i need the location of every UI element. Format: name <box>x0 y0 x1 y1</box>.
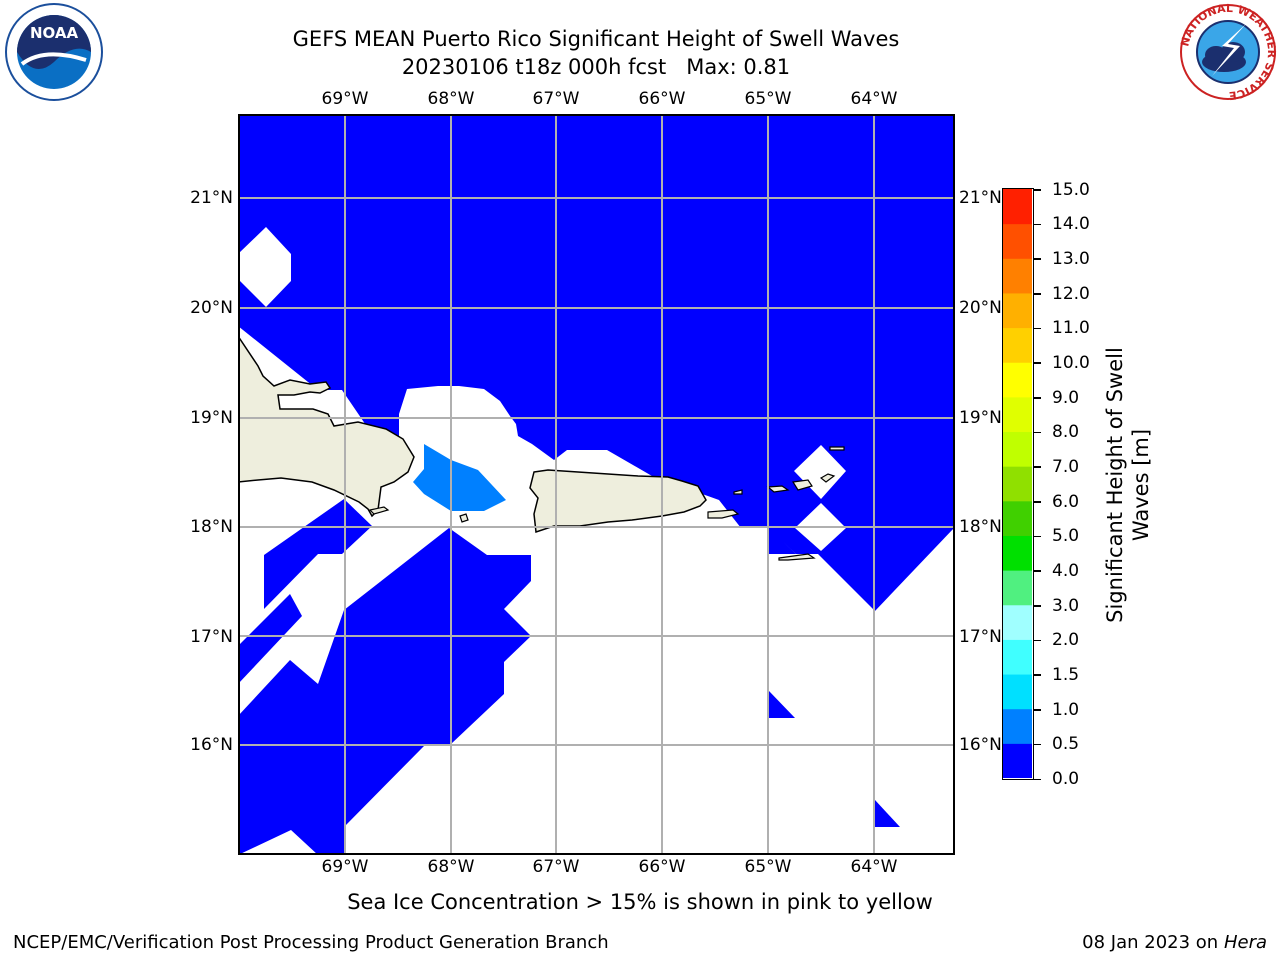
colorbar-tick-mark <box>1034 189 1041 191</box>
nws-logo: NATIONAL WEATHER SERVICE <box>1178 2 1278 106</box>
colorbar-swatch <box>1003 535 1032 571</box>
lat-label-left: 16°N <box>190 735 233 755</box>
colorbar-tick-label: 13.0 <box>1052 248 1090 269</box>
lon-label-top: 67°W <box>532 89 580 109</box>
colorbar-tick-label: 7.0 <box>1052 456 1080 477</box>
swell-region-05-10 <box>413 444 506 511</box>
colorbar-tick-mark <box>1034 397 1041 399</box>
lon-label-bottom: 66°W <box>638 857 686 877</box>
colorbar-tick-label: 1.0 <box>1052 699 1080 720</box>
colorbar <box>1002 188 1034 780</box>
colorbar-tick-mark <box>1034 743 1041 746</box>
map-subtitle: 20230106 t18z 000h fcst Max: 0.81 <box>401 55 791 79</box>
lon-label-top: 69°W <box>321 89 369 109</box>
noaa-logo-text: NOAA <box>30 24 79 42</box>
colorbar-tick-mark <box>1034 501 1041 503</box>
lon-label-top: 66°W <box>638 89 686 109</box>
colorbar-tick-label: 6.0 <box>1052 491 1080 512</box>
colorbar-tick-mark <box>1034 605 1041 607</box>
colorbar-tick-mark <box>1034 639 1041 642</box>
lon-label-bottom: 69°W <box>321 857 369 877</box>
colorbar-tick-mark <box>1034 327 1041 330</box>
colorbar-tick-label: 9.0 <box>1052 387 1080 408</box>
colorbar-tick-label: 15.0 <box>1052 179 1090 200</box>
colorbar-tick-label: 0.5 <box>1052 734 1080 755</box>
colorbar-tick-mark <box>1034 709 1041 711</box>
footer-date: 08 Jan 2023 on <box>1082 932 1224 953</box>
colorbar-swatch <box>1003 639 1032 675</box>
footer-right: 08 Jan 2023 on Hera <box>1082 932 1267 953</box>
colorbar-tick-mark <box>1034 293 1041 295</box>
colorbar-tick-label: 1.5 <box>1052 664 1080 685</box>
swell-region-0-05-southwest <box>238 528 531 855</box>
noaa-logo: NOAA <box>4 2 104 106</box>
colorbar-tick-label: 4.0 <box>1052 560 1080 581</box>
lat-label-left: 19°N <box>190 408 233 428</box>
lon-label-top: 64°W <box>850 89 898 109</box>
colorbar-swatch <box>1003 431 1032 467</box>
lon-label-bottom: 68°W <box>427 857 475 877</box>
colorbar-tick-mark <box>1034 535 1041 538</box>
lat-label-right: 17°N <box>959 627 1002 647</box>
colorbar-swatch <box>1003 327 1032 363</box>
sea-ice-caption: Sea Ice Concentration > 15% is shown in … <box>347 890 933 914</box>
colorbar-swatch <box>1003 189 1032 225</box>
lat-label-right: 18°N <box>959 517 1002 537</box>
colorbar-tick-mark <box>1034 362 1041 364</box>
colorbar-tick-mark <box>1034 466 1041 468</box>
colorbar-tick-label: 10.0 <box>1052 352 1090 373</box>
lat-label-left: 18°N <box>190 517 233 537</box>
colorbar-tick-mark <box>1034 674 1041 676</box>
colorbar-swatch <box>1003 708 1032 744</box>
colorbar-swatches <box>1003 189 1032 778</box>
colorbar-swatch <box>1003 500 1032 536</box>
colorbar-swatch <box>1003 223 1032 259</box>
map-frame <box>238 114 955 855</box>
colorbar-tick-label: 3.0 <box>1052 595 1080 616</box>
colorbar-swatch <box>1003 362 1032 398</box>
colorbar-tick-label: 0.0 <box>1052 769 1080 789</box>
colorbar-swatch <box>1003 396 1032 433</box>
colorbar-swatch <box>1003 466 1032 502</box>
colorbar-tick-label: 2.0 <box>1052 630 1080 651</box>
lat-label-right: 19°N <box>959 408 1002 428</box>
land-hispaniola <box>237 333 415 518</box>
colorbar-tick-mark <box>1034 570 1041 572</box>
map-gridlines <box>238 114 955 855</box>
colorbar-swatch <box>1003 258 1032 294</box>
lat-label-left: 20°N <box>190 298 233 318</box>
lat-label-right: 16°N <box>959 735 1002 755</box>
swell-height-map <box>237 114 955 859</box>
map-canvas <box>237 114 955 855</box>
colorbar-tick-label: 14.0 <box>1052 214 1090 235</box>
footer-host: Hera <box>1223 932 1267 953</box>
colorbar-swatch <box>1003 570 1032 606</box>
colorbar-swatch <box>1003 743 1032 778</box>
colorbar-tick-label: 8.0 <box>1052 422 1080 443</box>
colorbar-tick-mark <box>1034 258 1041 260</box>
lon-label-bottom: 64°W <box>850 857 898 877</box>
colorbar-tick-label: 11.0 <box>1052 318 1090 339</box>
lat-label-right: 20°N <box>959 298 1002 318</box>
colorbar-tick-label: 5.0 <box>1052 526 1080 547</box>
colorbar-swatch <box>1003 604 1032 640</box>
map-title: GEFS MEAN Puerto Rico Significant Height… <box>292 27 900 51</box>
colorbar-swatch <box>1003 292 1032 329</box>
lat-label-right: 21°N <box>959 188 1002 208</box>
colorbar-tick-mark <box>1034 223 1041 226</box>
lon-label-top: 68°W <box>427 89 475 109</box>
colorbar-title: Significant Height of Swell Waves [m] <box>1103 347 1153 623</box>
colorbar-tick-mark <box>1034 778 1041 780</box>
footer-left: NCEP/EMC/Verification Post Processing Pr… <box>13 932 609 953</box>
colorbar-tick-label: 12.0 <box>1052 283 1090 304</box>
lat-label-left: 21°N <box>190 188 233 208</box>
lon-label-bottom: 67°W <box>532 857 580 877</box>
lat-label-left: 17°N <box>190 627 233 647</box>
lon-label-top: 65°W <box>744 89 792 109</box>
colorbar-tick-mark <box>1034 431 1041 434</box>
colorbar-swatch <box>1003 674 1032 710</box>
lon-label-bottom: 65°W <box>744 857 792 877</box>
